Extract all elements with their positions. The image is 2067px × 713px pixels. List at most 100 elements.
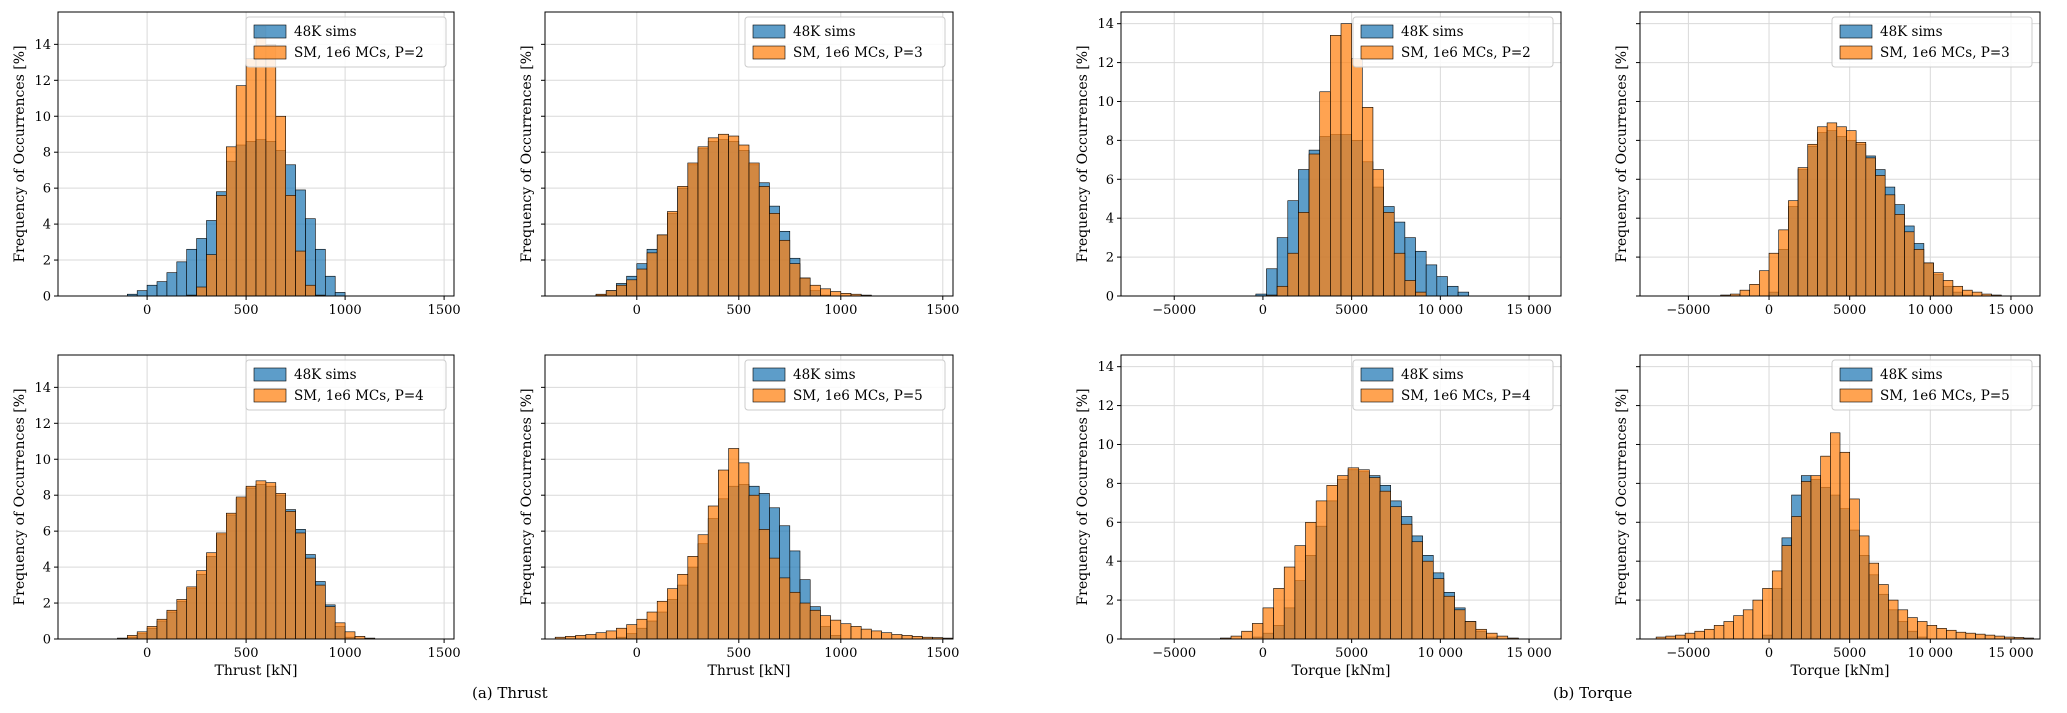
legend-swatch-sm	[752, 45, 786, 60]
x-tick-label: 15 000	[1988, 646, 2034, 661]
bar-sm	[616, 284, 627, 297]
bar-sm	[275, 115, 286, 297]
bar-sm	[1984, 634, 1996, 640]
y-tick-label: 12	[1097, 56, 1114, 71]
y-tick-label: 10	[1097, 438, 1114, 453]
bar-sm	[1287, 252, 1299, 297]
bar-sm	[738, 144, 750, 297]
y-axis-label: Frequency of Occurrences [%]	[12, 45, 28, 262]
bar-sm	[1749, 284, 1760, 297]
bar-sm	[1820, 455, 1831, 640]
bar-sm	[1415, 291, 1427, 297]
y-tick-label: 0	[1106, 633, 1114, 648]
bar-sm	[1955, 631, 1967, 640]
legend-swatch-sims	[253, 24, 287, 39]
x-tick-label: 1000	[329, 303, 362, 318]
legend-box	[1831, 359, 2033, 411]
legend-swatch-sims	[752, 24, 786, 39]
bar-sm	[1904, 231, 1915, 297]
bar-sm	[305, 557, 316, 640]
bar-sm	[324, 606, 336, 640]
x-axis-label: Torque [kNm]	[1291, 663, 1390, 679]
bar-sm	[1878, 584, 1889, 640]
x-tick-label: 15 000	[1506, 646, 1552, 661]
legend-box	[245, 359, 447, 411]
bar-sm	[1340, 23, 1352, 297]
bar-sm	[1369, 477, 1381, 640]
x-tick-label: 1000	[824, 646, 857, 661]
bar-sm	[605, 630, 617, 640]
x-tick-label: 15 000	[1506, 303, 1552, 318]
y-tick-label: 14	[1097, 360, 1114, 375]
bar-sm	[315, 584, 326, 640]
legend-box	[744, 16, 946, 68]
y-axis-label: Frequency of Occurrences [%]	[1614, 388, 1630, 605]
axes-frame	[1639, 11, 2041, 297]
x-tick-label: 15 000	[1988, 303, 2034, 318]
bar-sm	[1859, 535, 1870, 640]
bar-sm	[1788, 200, 1799, 297]
bar-sm	[769, 557, 780, 640]
bar-sm	[1723, 621, 1734, 640]
legend-swatch-sm	[253, 388, 287, 403]
bar-sm	[1241, 630, 1253, 640]
bar-sm	[616, 627, 627, 640]
y-tick-label: 12	[34, 74, 51, 89]
x-tick-label: −5000	[1152, 646, 1196, 661]
x-tick-label: 500	[726, 646, 751, 661]
bar-sims	[1415, 250, 1427, 297]
bar-sm	[1817, 126, 1828, 297]
y-tick-label: 12	[1097, 399, 1114, 414]
bar-sm	[176, 599, 188, 640]
bar-sm	[697, 146, 709, 297]
bar-sm	[196, 570, 207, 640]
bar-sm	[1771, 570, 1783, 640]
bar-sm	[1694, 630, 1705, 640]
x-tick-label: 0	[633, 646, 641, 661]
bar-sm	[1762, 588, 1773, 640]
bar-sm	[1308, 153, 1321, 297]
bar-sm	[1884, 194, 1896, 297]
y-tick-label: 4	[1106, 555, 1114, 570]
bar-sm	[1351, 58, 1363, 297]
legend-swatch-sims	[1839, 24, 1873, 39]
bar-sm	[1752, 599, 1763, 640]
bar-sm	[1298, 212, 1310, 297]
legend-label: 48K sims	[793, 367, 856, 383]
bar-sm	[1713, 625, 1725, 640]
bar-sm	[1361, 107, 1374, 297]
x-tick-label: 0	[1259, 303, 1267, 318]
y-tick-label: 4	[1106, 212, 1114, 227]
bar-sm	[334, 622, 346, 640]
legend-box	[245, 16, 447, 68]
bar-sm	[1443, 595, 1455, 640]
bar-sm	[728, 135, 740, 297]
legend-swatch-sm	[1839, 45, 1873, 60]
bar-sm	[1315, 500, 1328, 640]
bar-sm	[718, 133, 729, 297]
bar-sm	[216, 195, 227, 297]
x-tick-label: 0	[143, 646, 151, 661]
bar-sm	[166, 609, 178, 640]
legend-label: SM, 1e6 MCs, P=5	[793, 388, 923, 404]
x-tick-label: 1000	[329, 646, 362, 661]
bar-sm	[156, 618, 168, 640]
bar-sm	[1251, 623, 1264, 640]
y-tick-label: 0	[1106, 290, 1114, 305]
bar-sm	[295, 250, 306, 297]
bar-sm	[1684, 632, 1696, 640]
bar-sm	[901, 635, 913, 640]
bar-sm	[1936, 628, 1947, 640]
bar-sm	[1865, 157, 1876, 297]
y-tick-label: 2	[43, 254, 51, 269]
bar-sm	[1358, 469, 1370, 640]
legend-swatch-sims	[253, 367, 287, 382]
bar-sims	[156, 281, 168, 297]
bar-sm	[1704, 628, 1715, 640]
legend-label: SM, 1e6 MCs, P=2	[1401, 45, 1531, 61]
bar-sm	[196, 286, 207, 297]
bar-sm	[216, 532, 227, 640]
x-tick-label: 0	[143, 303, 151, 318]
bar-sm	[799, 602, 811, 640]
legend-label: 48K sims	[294, 24, 357, 40]
